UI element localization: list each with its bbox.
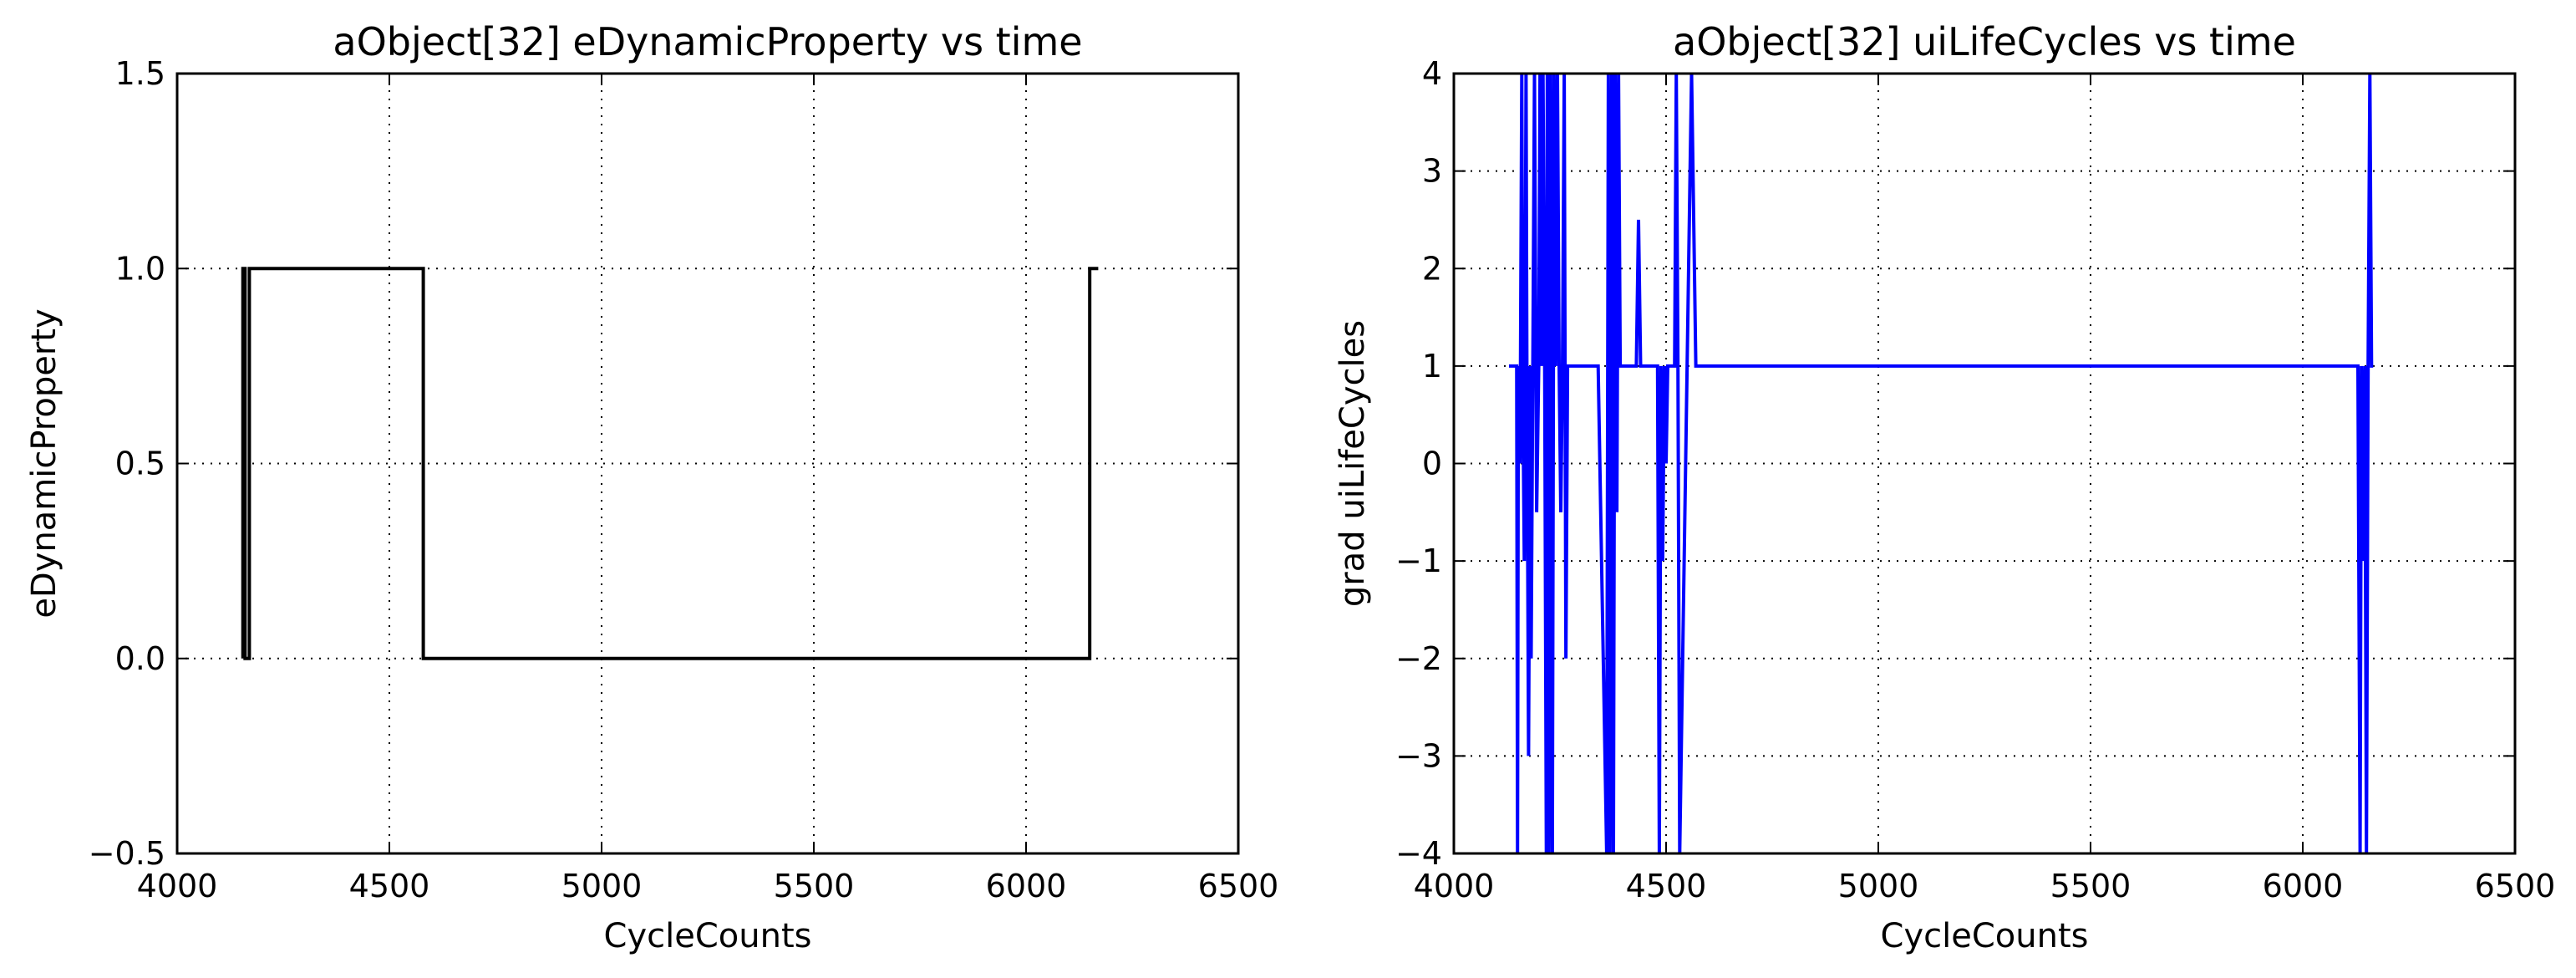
y-tick-label: −0.5 xyxy=(89,835,165,872)
series-line xyxy=(241,267,1099,660)
x-tick-label: 4000 xyxy=(1414,868,1495,904)
chart-title: aObject[32] eDynamicProperty vs time xyxy=(333,19,1082,64)
y-tick-label: 1.5 xyxy=(115,55,165,92)
y-tick-label: 3 xyxy=(1422,153,1442,190)
x-axis-label: CycleCounts xyxy=(1881,917,2089,955)
y-tick-label: 1.0 xyxy=(115,250,165,287)
chart-title: aObject[32] uiLifeCycles vs time xyxy=(1673,19,2296,64)
y-tick-label: 1 xyxy=(1422,348,1442,385)
y-tick-label: 4 xyxy=(1422,55,1442,92)
y-axis-label: grad uiLifeCycles xyxy=(1334,320,1372,607)
y-tick-label: 0.5 xyxy=(115,446,165,482)
chart-edynamicproperty: 4000 4500 5000 5500 6000 6500 −0.5 0.0 0.5 1.0 1.5… xyxy=(25,19,1278,955)
x-tick-label: 6500 xyxy=(1198,868,1279,904)
y-tick-label: 0.0 xyxy=(115,640,165,677)
x-tick-label: 5500 xyxy=(774,868,855,904)
y-tick-label: 2 xyxy=(1422,250,1442,287)
y-tick-label: −1 xyxy=(1395,542,1442,579)
y-axis-label: eDynamicProperty xyxy=(25,308,64,618)
x-tick-label: 6000 xyxy=(2263,868,2344,904)
chart-uilifecycles: 4000 4500 5000 5500 6000 6500 −4 −3 −2 −1 0 1 2 3 4 aOb… xyxy=(1334,19,2555,955)
x-tick-label: 5000 xyxy=(561,868,643,904)
y-tick-label: −2 xyxy=(1395,640,1442,677)
x-tick-label: 5500 xyxy=(2050,868,2131,904)
x-tick-label: 4000 xyxy=(137,868,218,904)
x-tick-label: 4500 xyxy=(349,868,430,904)
x-tick-label: 6000 xyxy=(986,868,1067,904)
x-tick-label: 6500 xyxy=(2475,868,2556,904)
y-tick-label: 0 xyxy=(1422,446,1442,482)
series-line xyxy=(1509,74,2374,853)
x-axis-label: CycleCounts xyxy=(604,917,812,955)
y-tick-label: −4 xyxy=(1395,835,1442,872)
x-tick-label: 4500 xyxy=(1626,868,1707,904)
y-tick-label: −3 xyxy=(1395,737,1442,774)
x-tick-label: 5000 xyxy=(1838,868,1919,904)
